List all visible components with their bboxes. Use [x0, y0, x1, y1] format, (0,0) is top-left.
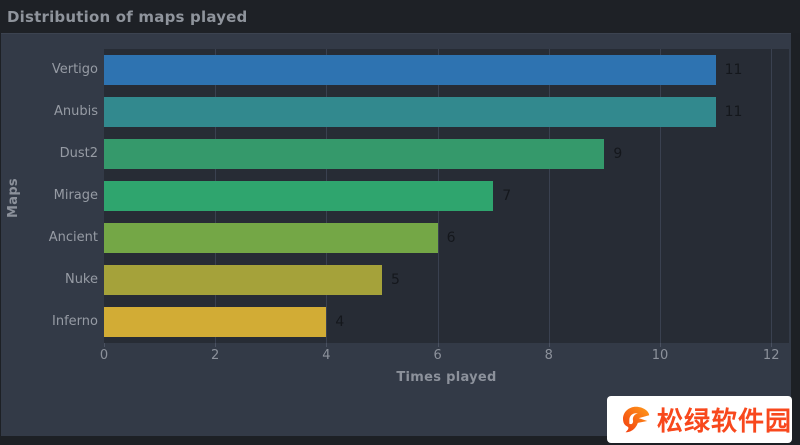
value-label-anubis: 11: [724, 104, 743, 120]
category-label-dust2: Dust2: [59, 146, 98, 161]
watermark-text: 松绿软件园: [657, 407, 793, 437]
bird-logo-icon: [623, 406, 650, 432]
x-tick-label-10: 10: [651, 348, 669, 363]
bar-ancient: [104, 223, 438, 253]
value-label-inferno: 4: [335, 314, 345, 330]
chart-title: Distribution of maps played: [7, 7, 248, 26]
bar-nuke: [104, 265, 382, 295]
watermark-badge: 松绿软件园: [607, 396, 792, 443]
value-label-mirage: 7: [502, 188, 512, 204]
x-tick-mark-0: [104, 343, 105, 347]
bar-mirage: [104, 181, 494, 211]
x-tick-label-8: 8: [544, 348, 553, 363]
chart-figure: 11 11 9 7 6 5 4 Vertigo Anubis Dust2 Mirage Ancien…: [1, 33, 791, 436]
x-tick-mark-10: [660, 343, 661, 347]
plot-area: 11 11 9 7 6 5 4: [104, 49, 789, 343]
x-tick-label-6: 6: [433, 348, 442, 363]
value-label-vertigo: 11: [724, 62, 743, 78]
x-axis-title: Times played: [396, 370, 497, 385]
bar-dust2: [104, 139, 605, 169]
x-tick-mark-4: [326, 343, 328, 347]
bar-vertigo: [104, 55, 716, 85]
x-tick-label-4: 4: [322, 348, 331, 363]
value-label-nuke: 5: [391, 272, 400, 288]
bar-anubis: [104, 97, 716, 127]
category-label-ancient: Ancient: [48, 230, 98, 245]
x-tick-mark-2: [215, 343, 217, 347]
gridline-x-8: [548, 49, 550, 343]
x-tick-label-12: 12: [762, 348, 780, 363]
gridline-x-12: [771, 49, 773, 343]
bar-inferno: [104, 307, 327, 337]
x-tick-label-0: 0: [99, 348, 109, 363]
value-label-dust2: 9: [613, 146, 623, 162]
category-label-mirage: Mirage: [53, 188, 98, 203]
category-label-anubis: Anubis: [53, 104, 98, 119]
x-tick-mark-6: [437, 343, 439, 347]
category-label-inferno: Inferno: [52, 314, 98, 329]
x-tick-mark-8: [548, 343, 550, 347]
x-tick-label-2: 2: [211, 348, 220, 363]
chart-title-bar: Distribution of maps played: [0, 0, 800, 33]
category-label-vertigo: Vertigo: [51, 62, 98, 77]
y-axis-title: Maps: [6, 178, 21, 218]
gridline-x-10: [660, 49, 661, 343]
x-tick-mark-12: [771, 343, 773, 347]
value-label-ancient: 6: [446, 230, 456, 246]
category-label-nuke: Nuke: [64, 272, 98, 287]
